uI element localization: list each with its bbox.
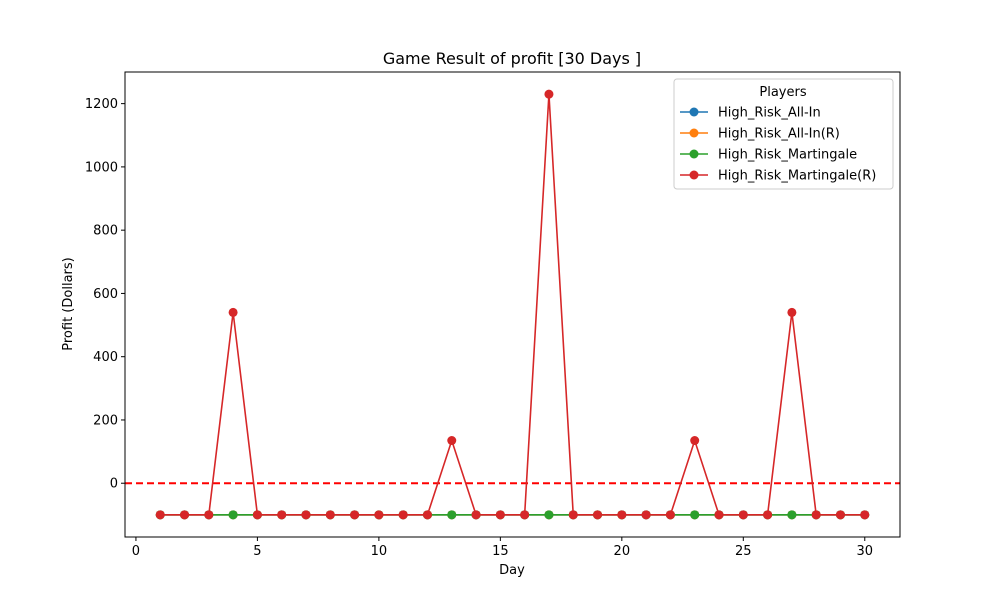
data-point [690, 436, 700, 446]
data-point [738, 510, 748, 520]
y-axis-label: Profit (Dollars) [61, 257, 76, 350]
y-tick-label: 200 [93, 413, 118, 428]
legend-marker [689, 107, 699, 117]
data-point [593, 510, 603, 520]
data-point [763, 510, 773, 520]
x-tick-label: 25 [735, 544, 752, 559]
data-point [641, 510, 651, 520]
plot-frame [124, 71, 901, 538]
legend: Players High_Risk_All-In High_Risk_All-In… [673, 78, 894, 190]
data-point [665, 510, 675, 520]
data-point [325, 510, 335, 520]
legend-entry-label: High_Risk_Martingale(R) [718, 169, 876, 184]
x-tick-label: 15 [492, 544, 509, 559]
data-point [495, 510, 505, 520]
legend-entry-label: High_Risk_Martingale [718, 148, 857, 163]
data-point [277, 510, 287, 520]
legend-marker [689, 149, 699, 159]
data-point [398, 510, 408, 520]
data-point [860, 510, 870, 520]
data-point [568, 510, 578, 520]
data-point [252, 510, 262, 520]
y-tick-label: 600 [93, 287, 118, 302]
legend-box [673, 78, 894, 190]
chart-title: Game Result of profit [30 Days ] [383, 49, 641, 68]
data-point [422, 510, 432, 520]
y-tick-label: 1200 [85, 97, 118, 112]
legend-marker [689, 170, 699, 180]
x-axis-label: Day [499, 563, 525, 578]
data-point [544, 89, 554, 99]
legend-marker [689, 128, 699, 138]
data-point [374, 510, 384, 520]
data-point [690, 510, 700, 520]
data-point [350, 510, 360, 520]
data-point [787, 510, 797, 520]
y-tick-label: 800 [93, 224, 118, 239]
legend-entry-label: High_Risk_All-In(R) [718, 127, 840, 142]
data-point [617, 510, 627, 520]
data-point [447, 510, 457, 520]
data-point [811, 510, 821, 520]
data-point [520, 510, 530, 520]
legend-title: Players [759, 85, 806, 100]
data-point [204, 510, 214, 520]
x-tick-label: 5 [253, 544, 261, 559]
y-tick-label: 1000 [85, 160, 118, 175]
data-point [835, 510, 845, 520]
series-High_Risk_Martingale(R) [155, 89, 870, 520]
x-tick-label: 10 [371, 544, 388, 559]
y-tick-label: 400 [93, 350, 118, 365]
x-tick-label: 20 [614, 544, 631, 559]
y-tick-label: 0 [110, 477, 118, 492]
data-point [180, 510, 190, 520]
data-point [787, 307, 797, 317]
data-point [228, 510, 238, 520]
data-point [471, 510, 481, 520]
legend-entry-label: High_Risk_All-In [718, 106, 821, 121]
x-tick-label: 30 [856, 544, 873, 559]
x-tick-label: 0 [132, 544, 140, 559]
data-point [228, 307, 238, 317]
data-point [544, 510, 554, 520]
data-point [714, 510, 724, 520]
data-point [155, 510, 165, 520]
data-point [301, 510, 311, 520]
data-point [447, 436, 457, 446]
